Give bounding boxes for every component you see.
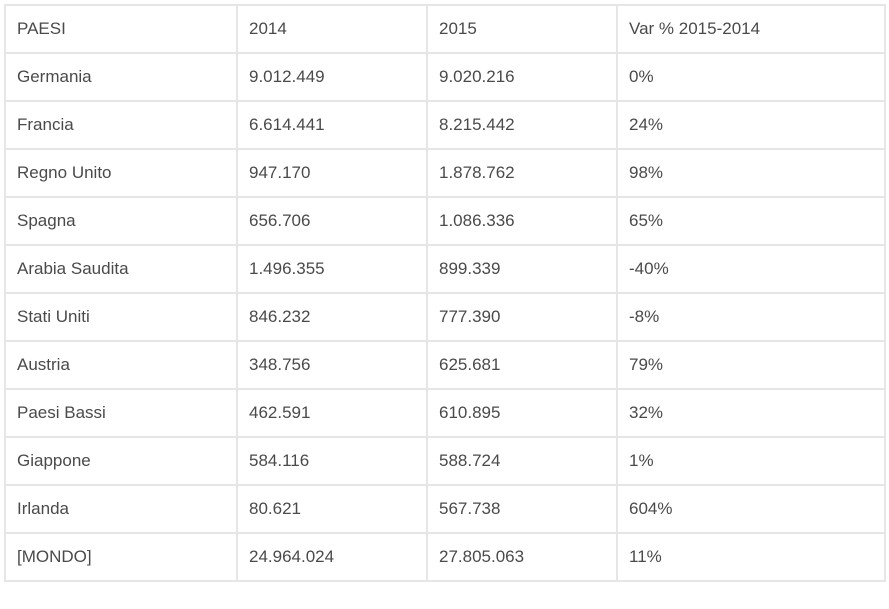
table-header: PAESI 2014 2015 Var % 2015-2014 <box>4 4 886 54</box>
header-row: PAESI 2014 2015 Var % 2015-2014 <box>4 4 886 54</box>
cell-2014: 846.232 <box>236 292 428 342</box>
cell-variation: -40% <box>616 244 886 294</box>
cell-country: Irlanda <box>4 484 238 534</box>
cell-country: Stati Uniti <box>4 292 238 342</box>
table-row: Stati Uniti 846.232 777.390 -8% <box>4 292 886 342</box>
cell-country: Paesi Bassi <box>4 388 238 438</box>
header-variation: Var % 2015-2014 <box>616 4 886 54</box>
cell-2015: 8.215.442 <box>426 100 618 150</box>
cell-2015: 1.878.762 <box>426 148 618 198</box>
cell-country: Giappone <box>4 436 238 486</box>
table-row: Arabia Saudita 1.496.355 899.339 -40% <box>4 244 886 294</box>
cell-variation: 11% <box>616 532 886 582</box>
table-row: Giappone 584.116 588.724 1% <box>4 436 886 486</box>
cell-2014: 656.706 <box>236 196 428 246</box>
cell-2015: 27.805.063 <box>426 532 618 582</box>
cell-country: Regno Unito <box>4 148 238 198</box>
cell-2015: 588.724 <box>426 436 618 486</box>
data-table-container: PAESI 2014 2015 Var % 2015-2014 Germania… <box>4 4 886 582</box>
cell-variation: 24% <box>616 100 886 150</box>
cell-2014: 80.621 <box>236 484 428 534</box>
table-row: Germania 9.012.449 9.020.216 0% <box>4 52 886 102</box>
table-row: Francia 6.614.441 8.215.442 24% <box>4 100 886 150</box>
header-paesi: PAESI <box>4 4 238 54</box>
cell-2014: 462.591 <box>236 388 428 438</box>
table-row: Regno Unito 947.170 1.878.762 98% <box>4 148 886 198</box>
cell-2014: 584.116 <box>236 436 428 486</box>
cell-country: Spagna <box>4 196 238 246</box>
cell-2014: 1.496.355 <box>236 244 428 294</box>
cell-country: Germania <box>4 52 238 102</box>
cell-variation: 604% <box>616 484 886 534</box>
cell-country: Austria <box>4 340 238 390</box>
table-row: Spagna 656.706 1.086.336 65% <box>4 196 886 246</box>
header-2014: 2014 <box>236 4 428 54</box>
cell-variation: 0% <box>616 52 886 102</box>
cell-2015: 610.895 <box>426 388 618 438</box>
cell-2015: 1.086.336 <box>426 196 618 246</box>
cell-2015: 625.681 <box>426 340 618 390</box>
cell-variation: 79% <box>616 340 886 390</box>
table-row: Paesi Bassi 462.591 610.895 32% <box>4 388 886 438</box>
countries-table: PAESI 2014 2015 Var % 2015-2014 Germania… <box>4 4 886 582</box>
table-row-total: [MONDO] 24.964.024 27.805.063 11% <box>4 532 886 582</box>
cell-2014: 947.170 <box>236 148 428 198</box>
table-row: Austria 348.756 625.681 79% <box>4 340 886 390</box>
cell-variation: 65% <box>616 196 886 246</box>
cell-country: [MONDO] <box>4 532 238 582</box>
cell-2015: 777.390 <box>426 292 618 342</box>
cell-2014: 348.756 <box>236 340 428 390</box>
cell-2015: 9.020.216 <box>426 52 618 102</box>
cell-variation: -8% <box>616 292 886 342</box>
cell-2015: 567.738 <box>426 484 618 534</box>
cell-variation: 1% <box>616 436 886 486</box>
cell-country: Arabia Saudita <box>4 244 238 294</box>
cell-2014: 24.964.024 <box>236 532 428 582</box>
table-body: Germania 9.012.449 9.020.216 0% Francia … <box>4 52 886 582</box>
cell-2015: 899.339 <box>426 244 618 294</box>
cell-2014: 6.614.441 <box>236 100 428 150</box>
cell-2014: 9.012.449 <box>236 52 428 102</box>
cell-variation: 32% <box>616 388 886 438</box>
cell-country: Francia <box>4 100 238 150</box>
cell-variation: 98% <box>616 148 886 198</box>
table-row: Irlanda 80.621 567.738 604% <box>4 484 886 534</box>
header-2015: 2015 <box>426 4 618 54</box>
